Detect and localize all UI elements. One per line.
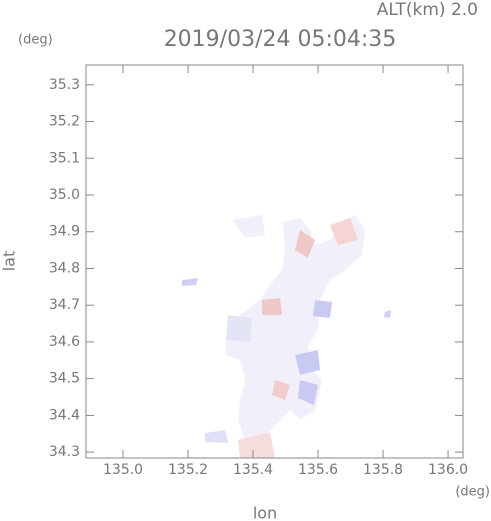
plot-frame	[85, 64, 464, 459]
y-tick-label: 34.9	[49, 224, 80, 240]
y-tick-label: 35.1	[49, 150, 80, 166]
y-axis-label: lat	[0, 251, 19, 272]
y-tick-label: 34.7	[49, 297, 80, 313]
y-tick-label: 34.5	[49, 371, 80, 387]
chart-title: 2019/03/24 05:04:35	[164, 27, 397, 52]
x-tick-label: 135.4	[233, 462, 273, 478]
x-tick-label: 135.2	[168, 462, 208, 478]
y-tick-label: 34.4	[49, 407, 80, 423]
x-unit: (deg)	[455, 485, 490, 500]
y-tick-label: 34.3	[49, 444, 80, 460]
y-tick-label: 35.3	[49, 77, 80, 93]
y-tick-label: 35.0	[49, 187, 80, 203]
y-tick-label: 35.2	[49, 114, 80, 130]
x-tick-label: 135.0	[103, 462, 143, 478]
y-tick-label: 34.8	[49, 260, 80, 276]
x-tick-label: 136.0	[428, 462, 468, 478]
y-unit: (deg)	[18, 33, 53, 48]
x-tick-label: 135.8	[363, 462, 403, 478]
altitude: ALT(km) 2.0	[377, 0, 478, 20]
y-tick-label: 34.6	[49, 334, 80, 350]
echo-field	[182, 215, 391, 458]
x-axis-label: lon	[253, 504, 277, 521]
x-tick-label: 135.6	[298, 462, 338, 478]
